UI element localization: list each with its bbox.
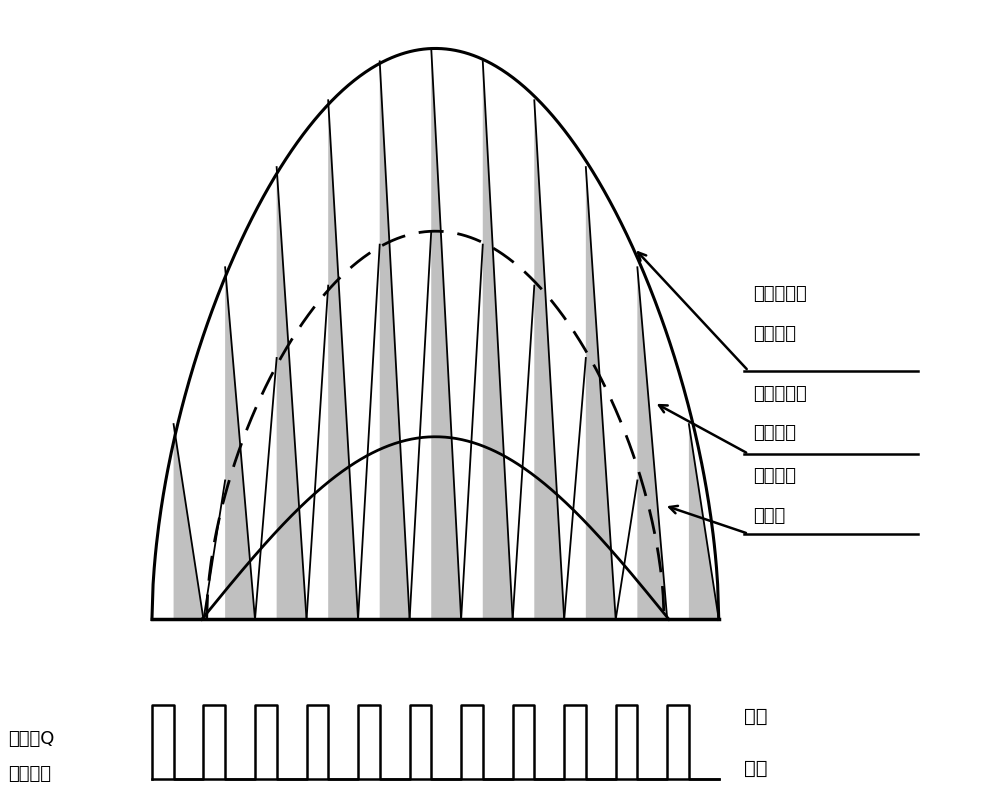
Polygon shape — [277, 167, 307, 620]
Text: 开关管Q: 开关管Q — [8, 730, 54, 749]
Text: 值包络线: 值包络线 — [754, 324, 797, 343]
Polygon shape — [431, 48, 461, 620]
Polygon shape — [152, 48, 719, 620]
Polygon shape — [307, 286, 328, 620]
Polygon shape — [255, 358, 277, 620]
Text: 原边电流峄: 原边电流峄 — [754, 385, 807, 402]
Text: 平均值: 平均值 — [754, 507, 786, 526]
Polygon shape — [534, 101, 564, 620]
Polygon shape — [174, 424, 203, 620]
Polygon shape — [586, 167, 616, 620]
Polygon shape — [637, 267, 667, 620]
Polygon shape — [203, 481, 225, 620]
Text: 开通: 开通 — [744, 707, 767, 726]
Text: 关断: 关断 — [744, 758, 767, 778]
Text: 原边电流: 原边电流 — [754, 467, 797, 485]
Polygon shape — [410, 231, 431, 620]
Text: 副边电流峄: 副边电流峄 — [754, 285, 807, 303]
Polygon shape — [616, 481, 637, 620]
Text: 值包络线: 值包络线 — [754, 424, 797, 443]
Polygon shape — [461, 245, 483, 620]
Text: 驱动波形: 驱动波形 — [8, 765, 51, 782]
Polygon shape — [513, 286, 534, 620]
Polygon shape — [483, 61, 513, 620]
Polygon shape — [689, 424, 719, 620]
Polygon shape — [380, 61, 410, 620]
Polygon shape — [225, 267, 255, 620]
Polygon shape — [328, 101, 358, 620]
Polygon shape — [358, 245, 380, 620]
Polygon shape — [564, 358, 586, 620]
